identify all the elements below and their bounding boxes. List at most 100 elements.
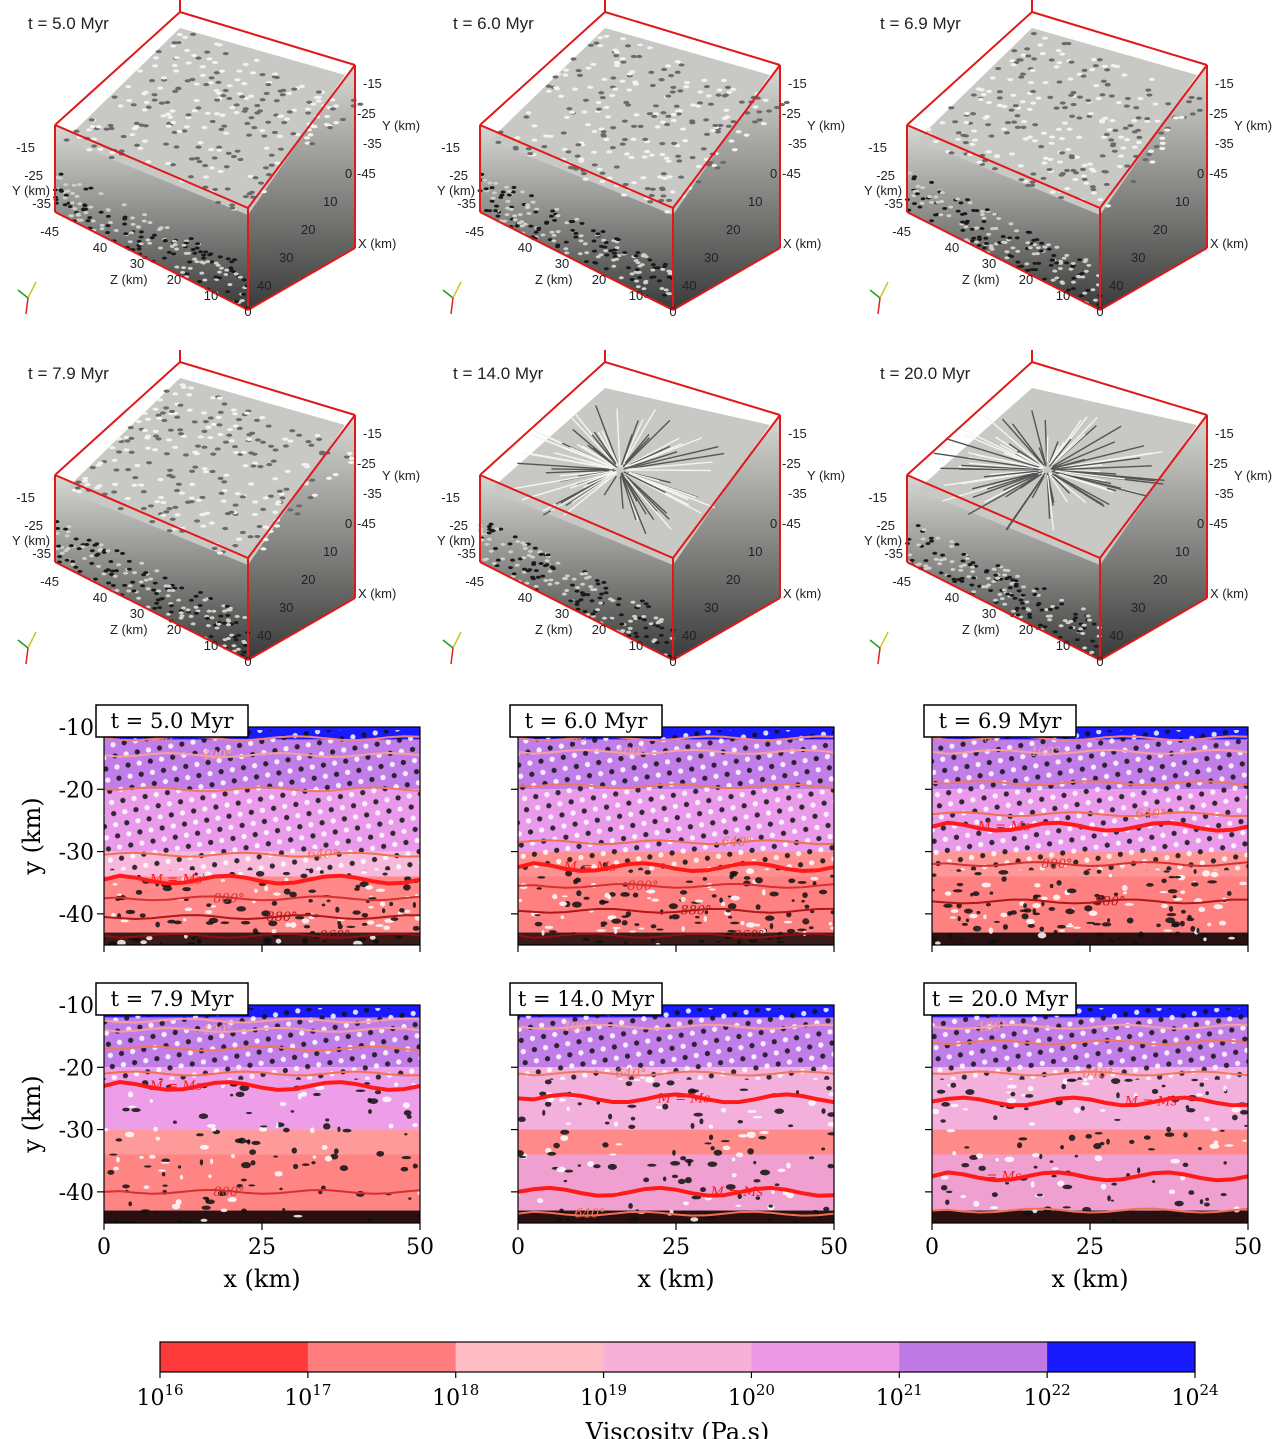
z-axis-label: Z (km) [535, 272, 573, 287]
time-label-box [509, 704, 663, 738]
viscosity-band [932, 876, 1248, 933]
box-render: -15 -25 -35 -45 Y (km) -15 -25 -35 -45 Y (km) 0 10 2… [437, 350, 845, 669]
y-tick-label: -40 [59, 1181, 94, 1206]
x-axis-label: x (km) [637, 1265, 714, 1293]
y-tick-label: -45 [465, 224, 484, 239]
slice-panels: 300°400°640°M = Ms800°880°960°-10-20-30-… [18, 704, 1262, 1293]
contour-label: M = Ms [710, 1185, 764, 1200]
z-tick-label: 40 [518, 590, 532, 605]
contour-label: 640° [1135, 807, 1166, 822]
isotherm-contour [932, 1023, 1248, 1030]
y-tick-label: -25 [357, 456, 376, 471]
z-tick-label: 40 [518, 240, 532, 255]
dot-texture [104, 730, 420, 871]
viscosity-band [104, 932, 420, 945]
colorbar-segment [455, 1342, 605, 1372]
y-axis-label: Y (km) [382, 468, 420, 483]
x-tick-label: 30 [704, 250, 718, 265]
colorbar-tick-label: 1024 [1171, 1381, 1218, 1411]
x-tick-label: 20 [726, 572, 740, 587]
y-tick-label: -15 [441, 140, 460, 155]
y-tick-label: -45 [782, 516, 801, 531]
x-tick-label: 50 [1234, 1235, 1262, 1260]
box-edge [1099, 64, 1208, 209]
box-edge [1031, 11, 1208, 66]
y-tick-label: -35 [788, 136, 807, 151]
x-axis-label: X (km) [358, 586, 396, 601]
box-panel-5: t = 14.0 Myr -15 -25 -35 -45 Y (km) -15 -25 -35… [425, 350, 845, 680]
isotherm-contour [932, 811, 1248, 818]
z-tick-label: 20 [167, 622, 181, 637]
z-axis-label: Z (km) [962, 272, 1000, 287]
x-tick-label: 30 [1131, 600, 1145, 615]
isotherm-contour [932, 748, 1248, 755]
box-time-label: t = 20.0 Myr [880, 364, 971, 383]
y-tick-label: -15 [788, 76, 807, 91]
viscosity-colorbar: 1016 1017 1018 1019 1020 1021 1022 1024 Viscosit… [136, 1341, 1219, 1439]
z-tick-label: 0 [1096, 304, 1103, 319]
box-edge [906, 561, 1101, 661]
box-edge [1099, 247, 1208, 311]
y-tick-label: -25 [357, 106, 376, 121]
y-tick-label: -25 [24, 168, 43, 183]
box-texture [904, 410, 1165, 657]
viscosity-band [932, 1154, 1248, 1211]
orientation-axes-icon [17, 631, 37, 665]
y-tick-label: -45 [892, 224, 911, 239]
y-tick-label: -35 [884, 546, 903, 561]
z-tick-label: 10 [204, 638, 218, 653]
z-tick-label: 20 [592, 272, 606, 287]
colorbar-tick-label: 1022 [1024, 1381, 1071, 1411]
x-tick-label: 40 [257, 278, 271, 293]
y-tick-label: -35 [788, 486, 807, 501]
box-edge [247, 247, 356, 311]
isotherm-contour [518, 1210, 834, 1217]
box-time-label: t = 5.0 Myr [28, 14, 109, 33]
box-texture [52, 32, 364, 310]
y-tick-label: -15 [868, 490, 887, 505]
contour-label: M = Ms [563, 860, 617, 875]
z-tick-label: 30 [130, 256, 144, 271]
isotherm-contour [518, 783, 834, 789]
x-tick-label: 10 [748, 544, 762, 559]
y-tick-label: -25 [24, 518, 43, 533]
box-render: -15 -25 -35 -45 Y (km) -15 -25 -35 -45 Y (km) 0 10 2… [864, 0, 1272, 319]
orientation-axes-icon [442, 631, 462, 665]
x-tick-label: 50 [820, 1235, 848, 1260]
y-axis-label: y (km) [18, 1075, 46, 1153]
box-edge [672, 597, 781, 661]
isotherm-contour [932, 1070, 1248, 1077]
isotherm-contour [104, 851, 420, 858]
isotherm-contour [518, 882, 834, 889]
isotherm-contour [104, 932, 420, 939]
y-tick-label: -35 [32, 546, 51, 561]
y-tick-label: -15 [1215, 76, 1234, 91]
isotherm-contour [518, 735, 834, 742]
dot-texture [104, 1008, 420, 1080]
x-axis-label: X (km) [783, 236, 821, 251]
box-edge [479, 361, 606, 476]
time-label: t = 6.0 Myr [525, 709, 649, 733]
x-tick-label: 25 [1076, 1235, 1104, 1260]
y-axis-label: Y (km) [1234, 118, 1272, 133]
y-axis-label: Y (km) [864, 533, 902, 548]
y-tick-label: -35 [32, 196, 51, 211]
x-tick-label: 0 [97, 1235, 111, 1260]
box-front-face [907, 125, 1100, 310]
contour-label: 640° [1082, 1067, 1113, 1082]
y-axis-label: Y (km) [382, 118, 420, 133]
viscosity-band [104, 1210, 420, 1223]
isotherm-contour [104, 1079, 420, 1092]
y-tick-label: -15 [363, 76, 382, 91]
x-axis-label: X (km) [358, 236, 396, 251]
x-tick-label: 20 [1153, 222, 1167, 237]
z-tick-label: 0 [244, 304, 251, 319]
y-axis-label: Y (km) [864, 183, 902, 198]
x-tick-label: 0 [345, 516, 352, 531]
slice-panel: 300°400°640°M = Ms800°880°960°-10-20-30-… [18, 704, 421, 952]
z-tick-label: 10 [204, 288, 218, 303]
y-tick-label: -25 [876, 518, 895, 533]
y-tick-label: -35 [1215, 486, 1234, 501]
x-tick-label: 0 [1197, 166, 1204, 181]
isotherm-contour [518, 907, 834, 914]
